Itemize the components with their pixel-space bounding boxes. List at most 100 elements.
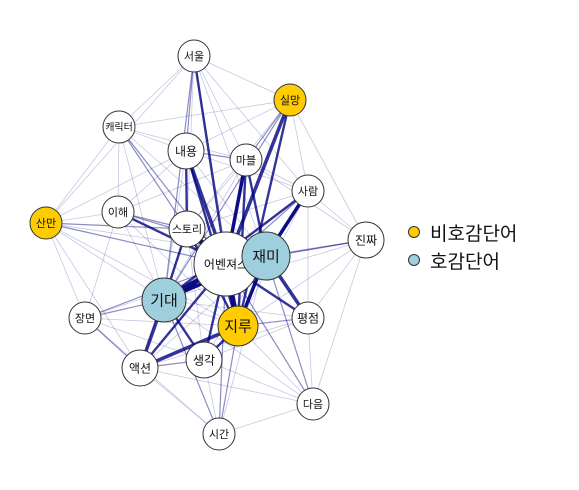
node-circle-gidae	[141, 277, 187, 323]
edge-jinjja-jiru	[237, 239, 367, 327]
legend-item-negative: 비호감단어	[408, 218, 517, 246]
edge-seoul-character	[118, 55, 195, 128]
legend-item-positive: 호감단어	[408, 246, 517, 274]
node-label-jiru: 지루	[224, 317, 252, 335]
node-circle-seoul	[177, 39, 211, 73]
node-label-action: 액션	[129, 361, 151, 375]
node-daeum: 다음	[296, 387, 330, 421]
node-circle-action	[121, 349, 159, 387]
edge-jinjja-daeum	[312, 239, 367, 405]
node-label-daeum: 다음	[303, 398, 323, 411]
node-seoul: 서울	[177, 39, 211, 73]
node-label-seoul: 서울	[184, 50, 204, 63]
node-gidae: 기대	[141, 277, 187, 323]
edge-sanman-jiru	[45, 222, 239, 327]
node-action: 액션	[121, 349, 159, 387]
node-label-jinjja: 진짜	[355, 233, 377, 247]
edge-silmang-jinjja	[289, 99, 367, 241]
edge-ihae-marvel	[117, 159, 247, 213]
node-circle-jinjja	[347, 221, 385, 259]
node-marvel: 마블	[229, 143, 263, 177]
node-avengers: 어벤져스	[193, 231, 259, 297]
edge-pyeongjeom-action	[139, 317, 309, 369]
node-jinjja: 진짜	[347, 221, 385, 259]
edge-seoul-saram	[193, 55, 309, 192]
node-label-jangmyeon: 장면	[75, 312, 95, 325]
edge-sanman-naeyong	[45, 150, 187, 224]
node-character: 캐릭터	[102, 110, 136, 144]
edge-character-story	[118, 126, 188, 230]
edge-ihae-jiru	[117, 211, 239, 327]
node-label-story: 스토리	[172, 223, 202, 236]
node-pyeongjeom: 평점	[291, 301, 325, 335]
node-label-ihae: 이해	[108, 205, 128, 219]
node-label-jaemi: 재미	[252, 247, 280, 265]
node-circle-saenggak	[185, 341, 223, 379]
node-silmang: 실망	[273, 83, 307, 117]
node-ihae: 이해	[101, 195, 135, 229]
legend-dot-positive	[408, 254, 420, 266]
edge-seoul-silmang	[193, 55, 291, 101]
node-circle-jiru	[217, 305, 259, 347]
node-label-gidae: 기대	[150, 291, 178, 309]
node-circle-jaemi	[241, 231, 291, 281]
legend-dot-negative	[408, 226, 420, 238]
node-label-sigan: 시간	[209, 428, 229, 441]
node-circle-saram	[291, 174, 325, 208]
edge-jangmyeon-saenggak	[84, 317, 205, 361]
node-jiru: 지루	[217, 305, 259, 347]
legend-label-negative: 비호감단어	[430, 222, 518, 245]
node-sigan: 시간	[202, 417, 236, 451]
node-label-marvel: 마블	[236, 154, 256, 167]
edge-ihae-jangmyeon	[84, 211, 119, 319]
edge-pyeongjeom-saenggak	[203, 317, 309, 361]
node-circle-story	[168, 210, 206, 248]
edge-silmang-gidae	[163, 99, 291, 301]
node-circle-marvel	[229, 143, 263, 177]
node-label-saenggak: 생각	[193, 353, 215, 367]
node-circle-ihae	[101, 195, 135, 229]
node-naeyong: 내용	[167, 132, 205, 170]
node-story: 스토리	[168, 210, 206, 248]
node-circle-daeum	[296, 387, 330, 421]
node-sanman: 산만	[29, 206, 63, 240]
node-circle-sanman	[29, 206, 63, 240]
node-circle-jangmyeon	[68, 301, 102, 335]
edge-action-daeum	[139, 367, 314, 405]
node-circle-sigan	[202, 417, 236, 451]
node-label-sanman: 산만	[36, 217, 56, 230]
edge-seoul-marvel	[193, 55, 247, 161]
node-label-silmang: 실망	[280, 94, 300, 107]
edge-sanman-gidae	[45, 222, 165, 301]
node-label-avengers: 어벤져스	[204, 257, 248, 271]
edge-saenggak-daeum	[203, 359, 314, 405]
edge-daeum-jaemi	[265, 255, 314, 405]
node-circle-pyeongjeom	[291, 301, 325, 335]
edge-silmang-naeyong	[185, 99, 291, 152]
edge-character-gidae	[118, 126, 165, 301]
node-circle-naeyong	[167, 132, 205, 170]
edge-story-saenggak	[186, 228, 205, 361]
legend-label-positive: 호감단어	[430, 250, 500, 273]
node-jaemi: 재미	[241, 231, 291, 281]
node-label-naeyong: 내용	[175, 144, 197, 158]
node-saenggak: 생각	[185, 341, 223, 379]
node-saram: 사람	[291, 174, 325, 208]
edge-silmang-character	[118, 99, 291, 128]
node-circle-character	[102, 110, 136, 144]
node-label-character: 캐릭터	[105, 122, 133, 134]
node-jangmyeon: 장면	[68, 301, 102, 335]
edge-sanman-jangmyeon	[45, 222, 86, 319]
edge-avengers-seoul	[192, 55, 228, 265]
edge-seoul-gidae	[163, 55, 195, 301]
edge-sanman-action	[45, 222, 141, 369]
edge-saram-story	[186, 190, 309, 230]
edge-character-jaemi	[118, 126, 267, 257]
node-circle-silmang	[273, 83, 307, 117]
edge-character-sanman	[45, 126, 120, 224]
node-label-saram: 사람	[298, 185, 318, 198]
edge-gidae-daeum	[163, 299, 314, 405]
node-label-pyeongjeom: 평점	[297, 311, 319, 325]
